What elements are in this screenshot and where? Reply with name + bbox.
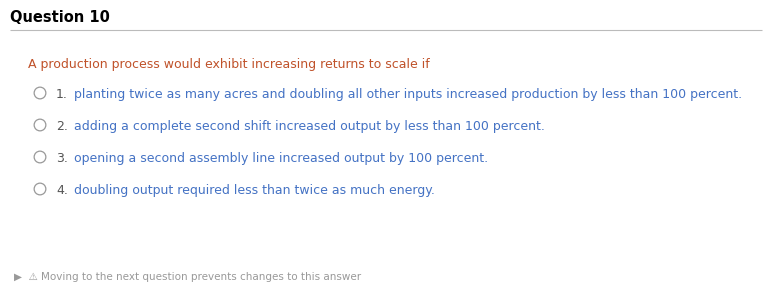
Text: A production process would exhibit increasing returns to scale if: A production process would exhibit incre… xyxy=(28,58,430,71)
Text: doubling output required less than twice as much energy.: doubling output required less than twice… xyxy=(70,184,435,197)
Text: 1.: 1. xyxy=(56,88,68,101)
Text: 3.: 3. xyxy=(56,152,68,165)
Text: adding a complete second shift increased output by less than 100 percent.: adding a complete second shift increased… xyxy=(70,120,545,133)
Text: planting twice as many acres and doubling all other inputs increased production : planting twice as many acres and doublin… xyxy=(70,88,742,101)
Point xyxy=(34,155,46,159)
Text: Question 10: Question 10 xyxy=(10,10,110,25)
Text: 2.: 2. xyxy=(56,120,68,133)
Point xyxy=(34,91,46,95)
Text: 4.: 4. xyxy=(56,184,68,197)
Text: opening a second assembly line increased output by 100 percent.: opening a second assembly line increased… xyxy=(70,152,488,165)
Text: ▶  ⚠ Moving to the next question prevents changes to this answer: ▶ ⚠ Moving to the next question prevents… xyxy=(14,272,361,282)
Point xyxy=(34,187,46,191)
Point xyxy=(34,123,46,127)
